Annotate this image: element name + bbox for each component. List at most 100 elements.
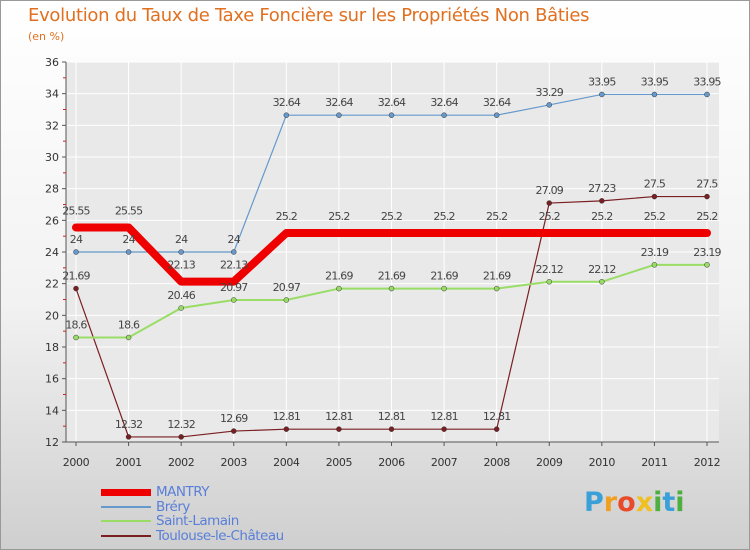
data-point-br-ry <box>546 102 552 108</box>
x-tick-label: 2001 <box>115 456 141 469</box>
x-tick-label: 2009 <box>536 456 563 469</box>
y-tick-label: 24 <box>45 246 59 259</box>
x-tick-label: 2011 <box>641 456 667 469</box>
legend-swatch <box>101 520 151 522</box>
legend-label: Bréry <box>156 498 190 515</box>
data-label-mantry: 25.2 <box>696 210 717 223</box>
y-unit-label: (en %) <box>28 30 65 43</box>
legend-swatch <box>101 505 151 508</box>
x-tick-label: 2004 <box>273 456 300 469</box>
y-tick-label: 34 <box>45 88 59 101</box>
data-label-toulouse-le-ch-teau: 12.81 <box>378 410 406 423</box>
data-point-toulouse-le-ch-teau <box>125 434 132 440</box>
data-label-mantry: 25.2 <box>433 210 454 223</box>
data-label-saint-lamain: 22.12 <box>536 263 564 276</box>
data-label-saint-lamain: 18.6 <box>118 319 140 332</box>
data-label-mantry: 22.13 <box>167 259 195 272</box>
y-tick-label: 16 <box>45 373 59 386</box>
data-label-mantry: 22.13 <box>220 259 248 272</box>
data-point-toulouse-le-ch-teau <box>283 426 290 432</box>
data-label-toulouse-le-ch-teau: 21.69 <box>62 270 90 283</box>
data-point-br-ry <box>125 249 132 255</box>
legend-label: Saint-Lamain <box>156 513 239 529</box>
data-label-br-ry: 32.64 <box>483 96 511 109</box>
data-point-br-ry <box>704 91 710 98</box>
data-point-mantry <box>125 223 133 231</box>
y-tick-label: 12 <box>45 436 59 449</box>
data-label-mantry: 25.2 <box>328 210 349 223</box>
data-point-mantry <box>703 229 711 237</box>
data-point-mantry <box>545 229 553 237</box>
data-point-mantry <box>493 229 501 237</box>
data-point-toulouse-le-ch-teau <box>388 426 395 432</box>
data-point-toulouse-le-ch-teau <box>546 200 552 206</box>
data-point-saint-lamain <box>388 285 395 292</box>
y-tick-label: 22 <box>45 278 59 291</box>
legend-label: MANTRY <box>156 484 210 500</box>
data-point-saint-lamain <box>336 285 342 292</box>
data-point-saint-lamain <box>231 297 237 303</box>
data-point-saint-lamain <box>125 334 132 341</box>
data-point-br-ry <box>599 91 605 98</box>
logo-letter-t: t <box>662 487 676 518</box>
data-label-mantry: 25.2 <box>591 210 612 223</box>
data-label-toulouse-le-ch-teau: 27.5 <box>696 178 718 191</box>
logo-letter-x: x <box>635 487 654 518</box>
data-point-saint-lamain <box>704 262 710 268</box>
chart-title: Evolution du Taux de Taxe Foncière sur l… <box>28 5 590 26</box>
data-label-saint-lamain: 23.19 <box>693 246 721 259</box>
x-tick-label: 2008 <box>483 456 510 469</box>
data-point-mantry <box>598 229 606 237</box>
y-tick-label: 28 <box>45 183 59 196</box>
legend-swatch <box>101 488 151 496</box>
data-point-toulouse-le-ch-teau <box>73 285 79 292</box>
y-tick-label: 20 <box>45 309 59 322</box>
data-label-mantry: 25.2 <box>381 210 402 223</box>
data-point-toulouse-le-ch-teau <box>178 434 184 440</box>
data-label-br-ry: 24 <box>70 233 83 246</box>
data-label-saint-lamain: 20.97 <box>220 281 248 294</box>
data-point-toulouse-le-ch-teau <box>704 193 710 200</box>
y-tick-label: 36 <box>45 56 59 69</box>
data-point-toulouse-le-ch-teau <box>231 428 237 434</box>
data-label-br-ry: 24 <box>175 233 188 246</box>
data-point-br-ry <box>651 91 658 98</box>
data-point-br-ry <box>441 112 447 118</box>
data-label-mantry: 25.2 <box>486 210 507 223</box>
logo-letter-i2: i <box>675 487 685 518</box>
x-tick-label: 2007 <box>431 456 458 469</box>
data-label-br-ry: 32.64 <box>273 96 301 109</box>
data-point-toulouse-le-ch-teau <box>441 426 447 432</box>
data-point-mantry <box>388 229 395 237</box>
data-label-saint-lamain: 23.19 <box>641 246 669 259</box>
data-label-saint-lamain: 22.12 <box>588 263 616 276</box>
legend-label: Toulouse-le-Château <box>156 527 284 544</box>
data-label-toulouse-le-ch-teau: 12.81 <box>273 410 301 423</box>
data-point-mantry <box>230 278 238 286</box>
data-point-br-ry <box>388 112 395 118</box>
data-point-toulouse-le-ch-teau <box>599 198 605 204</box>
data-label-br-ry: 32.64 <box>378 96 406 109</box>
logo-letter-i: i <box>653 487 663 518</box>
x-tick-label: 2012 <box>694 456 720 469</box>
data-label-saint-lamain: 21.69 <box>483 270 511 283</box>
data-label-saint-lamain: 21.69 <box>378 270 406 283</box>
data-label-br-ry: 24 <box>228 233 241 246</box>
data-label-mantry: 25.2 <box>276 210 297 223</box>
data-label-br-ry: 33.95 <box>641 75 669 88</box>
data-label-toulouse-le-ch-teau: 12.81 <box>483 410 511 423</box>
data-point-mantry <box>335 229 343 237</box>
data-label-br-ry: 24 <box>122 233 135 246</box>
data-label-saint-lamain: 21.69 <box>325 270 353 283</box>
data-label-toulouse-le-ch-teau: 12.81 <box>325 410 353 423</box>
x-tick-label: 2000 <box>63 456 90 469</box>
data-label-mantry: 25.2 <box>644 210 665 223</box>
data-point-saint-lamain <box>73 334 79 341</box>
data-point-mantry <box>282 229 290 237</box>
proxiti-logo[interactable]: Proxiti <box>584 487 685 518</box>
data-label-mantry: 25.55 <box>62 204 90 217</box>
y-tick-label: 18 <box>45 341 59 354</box>
x-tick-label: 2002 <box>168 456 194 469</box>
data-label-toulouse-le-ch-teau: 12.81 <box>430 410 458 423</box>
